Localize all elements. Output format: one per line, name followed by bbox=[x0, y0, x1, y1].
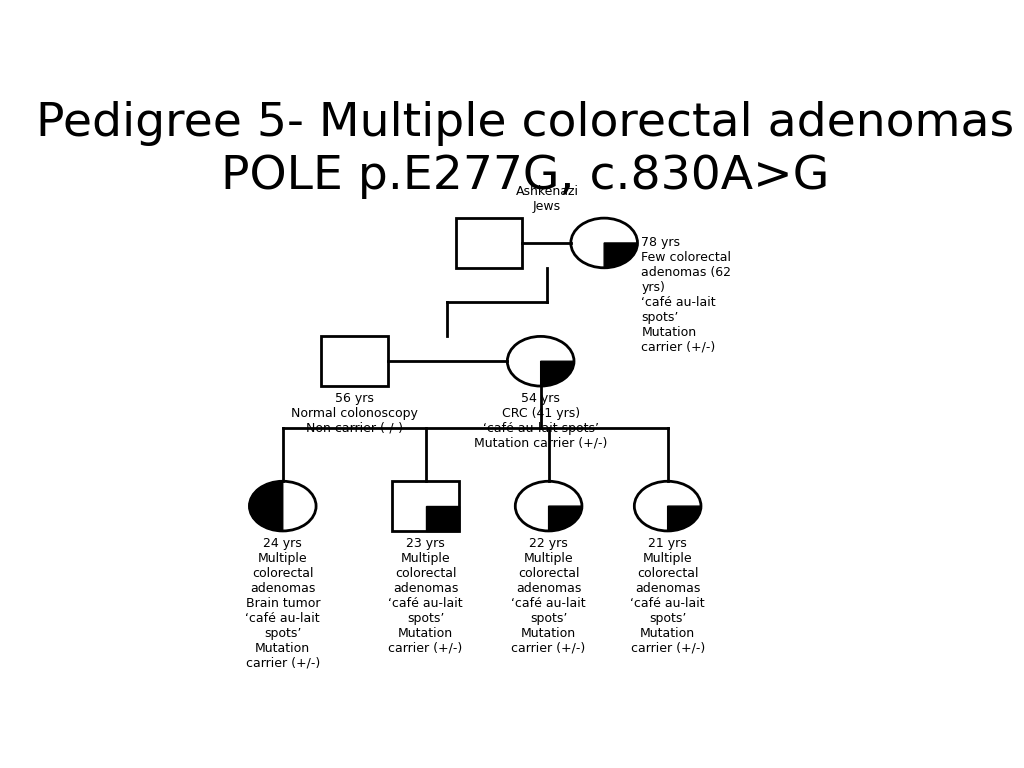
Bar bbox=[456, 218, 522, 268]
Bar bbox=[321, 336, 387, 386]
Text: 24 yrs
Multiple
colorectal
adenomas
Brain tumor
‘café au-lait
spots’
Mutation
ca: 24 yrs Multiple colorectal adenomas Brai… bbox=[246, 537, 321, 670]
Wedge shape bbox=[250, 482, 283, 531]
Bar bbox=[392, 482, 459, 531]
Text: 54 yrs
CRC (41 yrs)
‘café au-lait spots’
Mutation carrier (+/-): 54 yrs CRC (41 yrs) ‘café au-lait spots’… bbox=[474, 392, 607, 450]
Polygon shape bbox=[426, 506, 459, 531]
Text: 22 yrs
Multiple
colorectal
adenomas
‘café au-lait
spots’
Mutation
carrier (+/-): 22 yrs Multiple colorectal adenomas ‘caf… bbox=[511, 537, 586, 655]
Text: 78 yrs
Few colorectal
adenomas (62
yrs)
‘café au-lait
spots’
Mutation
carrier (+: 78 yrs Few colorectal adenomas (62 yrs) … bbox=[641, 236, 731, 353]
Text: 23 yrs
Multiple
colorectal
adenomas
‘café au-lait
spots’
Mutation
carrier (+/-): 23 yrs Multiple colorectal adenomas ‘caf… bbox=[388, 537, 463, 655]
Wedge shape bbox=[549, 506, 582, 531]
Text: 21 yrs
Multiple
colorectal
adenomas
‘café au-lait
spots’
Mutation
carrier (+/-): 21 yrs Multiple colorectal adenomas ‘caf… bbox=[631, 537, 705, 655]
Wedge shape bbox=[604, 243, 638, 268]
Text: POLE p.E277G, c.830A>G: POLE p.E277G, c.830A>G bbox=[220, 154, 829, 199]
Text: 56 yrs
Normal colonoscopy
Non carrier (-/-): 56 yrs Normal colonoscopy Non carrier (-… bbox=[291, 392, 418, 435]
Wedge shape bbox=[541, 361, 574, 386]
Wedge shape bbox=[668, 506, 701, 531]
Text: Pedigree 5- Multiple colorectal adenomas: Pedigree 5- Multiple colorectal adenomas bbox=[36, 101, 1014, 146]
Text: Ashkenazi
Jews: Ashkenazi Jews bbox=[515, 185, 579, 214]
